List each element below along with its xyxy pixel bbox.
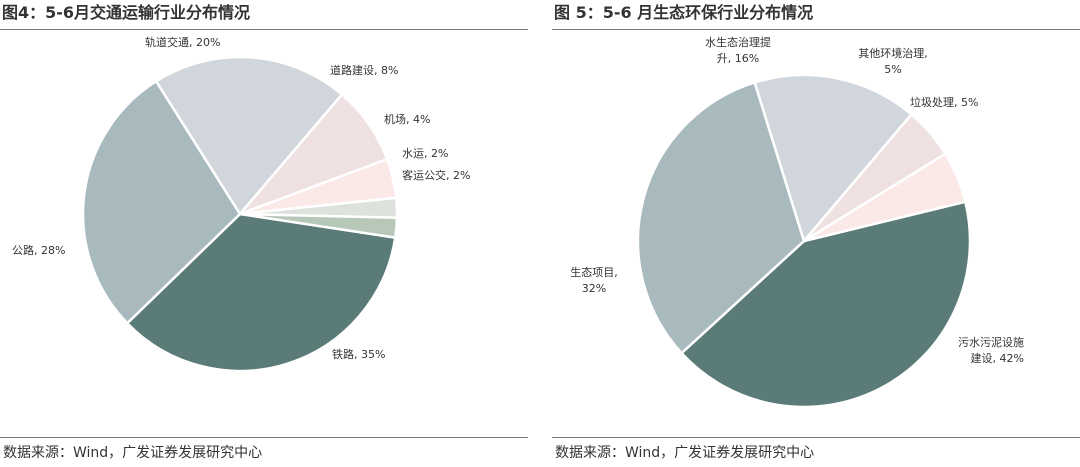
slice-label: 铁路, 35% bbox=[332, 348, 385, 361]
pie-slice bbox=[239, 212, 399, 240]
pie-slice bbox=[154, 55, 344, 217]
source-divider bbox=[552, 437, 1080, 438]
source-note: 数据来源：Wind，广发证券发展研究中心 bbox=[555, 445, 815, 461]
slice-label: 客运公交, 2% bbox=[402, 168, 470, 182]
slice-label-line: 垃圾处理, 5% bbox=[910, 95, 978, 109]
slice-label: 水运, 2% bbox=[402, 147, 448, 160]
slice-label: 轨道交通, 20% bbox=[145, 35, 220, 49]
slice-label: 水生态治理提升, 16% bbox=[705, 35, 771, 65]
slice-label: 其他环境治理, 5% bbox=[858, 46, 928, 76]
slice-label-line: 铁路, 35% bbox=[332, 348, 385, 361]
pie-slice bbox=[125, 212, 397, 373]
slice-label-line: 32% bbox=[582, 282, 606, 295]
slice-label-line: 水运, 2% bbox=[402, 147, 448, 160]
slice-label-line: 轨道交通, 20% bbox=[145, 35, 220, 49]
slice-label: 垃圾处理, 5% bbox=[910, 95, 978, 109]
pie-slice bbox=[636, 80, 806, 355]
pie-slice bbox=[753, 73, 914, 244]
pie-chart-transport: 铁路, 35% 公路, 28% 轨道交通, 20% 道路建设, 8% 机场, 4% 水运,… bbox=[12, 35, 470, 373]
slice-label-line: 升, 16% bbox=[717, 52, 759, 65]
chart-title: 图 5：5-6 月生态环保行业分布情况 bbox=[554, 3, 814, 22]
slice-label-line: 客运公交, 2% bbox=[402, 168, 470, 182]
title-divider bbox=[0, 29, 528, 30]
slice-label-line: 污水污泥设施 bbox=[958, 336, 1024, 349]
pie-slice bbox=[803, 152, 967, 243]
slice-label-line: 道路建设, 8% bbox=[330, 63, 398, 77]
source-divider bbox=[0, 437, 528, 438]
chart-panel-ecology: 图 5：5-6 月生态环保行业分布情况 污水污泥设施建设, 42% 生态项目, 32… bbox=[552, 0, 1080, 467]
slice-label-line: 生态项目, bbox=[570, 265, 618, 279]
slice-label: 公路, 28% bbox=[12, 244, 65, 257]
slice-label-line: 公路, 28% bbox=[12, 244, 65, 257]
slice-label-line: 机场, 4% bbox=[384, 112, 430, 126]
slice-label-line: 建设, 42% bbox=[971, 351, 1024, 365]
slice-label: 生态项目, 32% bbox=[570, 265, 618, 295]
pie-slice bbox=[679, 200, 972, 409]
chart-title: 图4：5-6月交通运输行业分布情况 bbox=[2, 3, 251, 22]
slice-label: 机场, 4% bbox=[384, 112, 430, 126]
chart-panel-transport: 图4：5-6月交通运输行业分布情况 铁路, 35% 公路, 28% 轨道交通, 20… bbox=[0, 0, 528, 467]
pie-slice bbox=[81, 79, 242, 325]
slice-label-line: 水生态治理提 bbox=[705, 35, 771, 49]
source-note: 数据来源：Wind，广发证券发展研究中心 bbox=[3, 445, 263, 461]
slice-label-line: 其他环境治理, bbox=[858, 46, 928, 60]
slice-label: 道路建设, 8% bbox=[330, 63, 398, 77]
slice-label-line: 5% bbox=[884, 63, 901, 76]
pie-chart-ecology: 污水污泥设施建设, 42% 生态项目, 32% 水生态治理提升, 16% 其他环境治理,… bbox=[570, 35, 1024, 409]
title-divider bbox=[552, 29, 1080, 30]
slice-label: 污水污泥设施建设, 42% bbox=[958, 336, 1024, 365]
